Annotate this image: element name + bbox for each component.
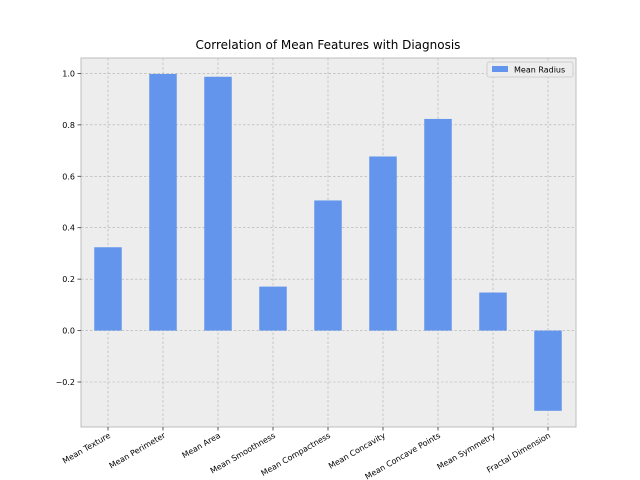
x-tick-label: Mean Area — [180, 431, 222, 460]
y-tick-label: 0.6 — [62, 172, 75, 181]
legend-label: Mean Radius — [514, 66, 565, 75]
chart-title: Correlation of Mean Features with Diagno… — [196, 38, 461, 52]
bar — [369, 156, 397, 330]
legend-swatch — [492, 66, 508, 72]
x-tick-label: Mean Perimeter — [108, 431, 168, 471]
bar — [424, 119, 452, 331]
y-tick-label: 0.8 — [62, 121, 75, 130]
y-tick-label: 1.0 — [62, 69, 75, 78]
bar — [204, 77, 232, 331]
y-tick-label: 0.2 — [62, 275, 75, 284]
bar — [94, 247, 122, 330]
y-tick-label: 0.0 — [62, 327, 75, 336]
bar — [314, 200, 342, 330]
y-tick-label: 0.4 — [62, 224, 75, 233]
bar — [534, 331, 562, 411]
bar — [259, 287, 287, 331]
x-tick-label: Mean Texture — [61, 431, 112, 466]
bar — [149, 74, 177, 331]
y-tick-label: −0.2 — [56, 378, 75, 387]
legend: Mean Radius — [487, 62, 573, 77]
bar — [479, 293, 507, 331]
y-axis: −0.2 0.0 0.2 0.4 0.6 0.8 1.0 — [56, 69, 81, 387]
